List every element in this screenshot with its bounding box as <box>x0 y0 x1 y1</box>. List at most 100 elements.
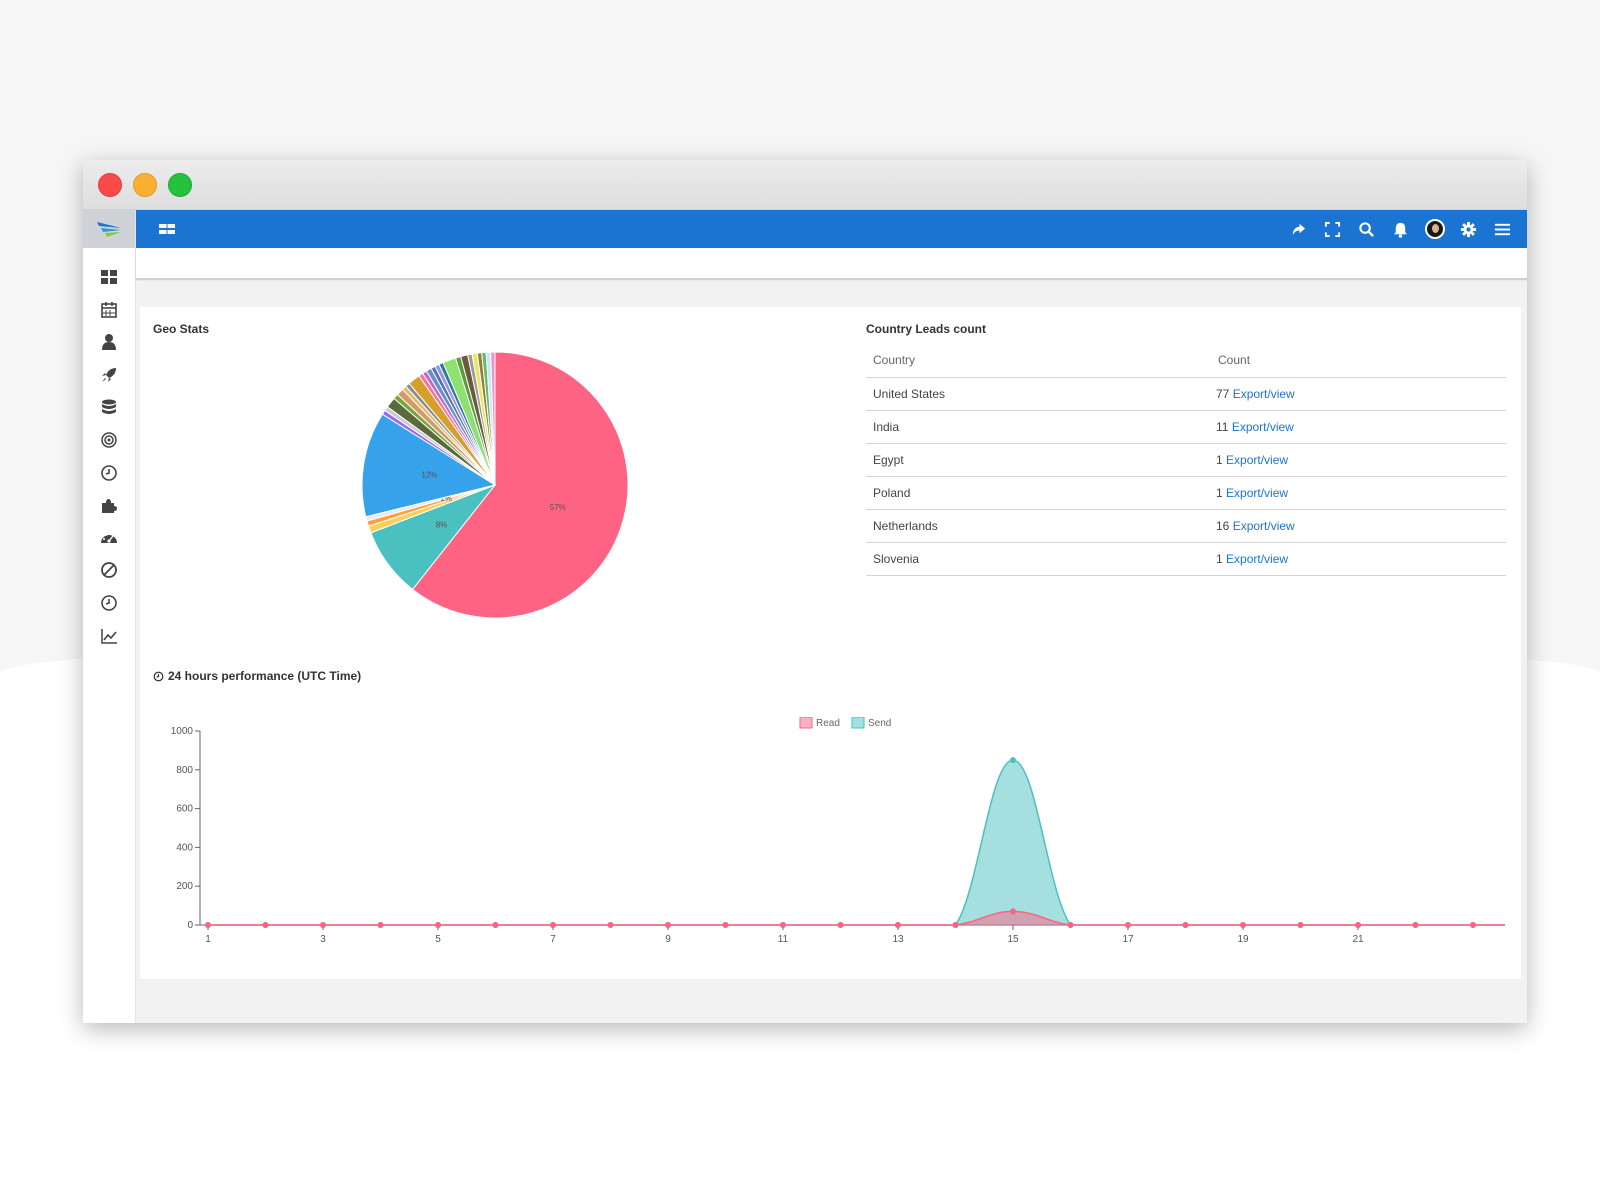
x-tick-label: 15 <box>1007 934 1019 945</box>
y-tick-label: 400 <box>176 842 193 853</box>
data-point-send[interactable] <box>1010 757 1016 764</box>
dashboard-icon[interactable] <box>98 266 120 288</box>
country-cell: Slovenia <box>866 542 1211 576</box>
data-point-read[interactable] <box>895 922 901 928</box>
legend-label-send: Send <box>868 718 891 729</box>
country-cell: India <box>866 410 1211 444</box>
data-point-read[interactable] <box>320 922 326 928</box>
rocket-icon[interactable] <box>98 364 120 386</box>
export-view-link[interactable]: Export/view <box>1226 452 1289 467</box>
ban-icon[interactable] <box>98 559 120 581</box>
data-point-read[interactable] <box>1297 922 1304 928</box>
export-view-link[interactable]: Export/view <box>1231 419 1294 434</box>
data-point-read[interactable] <box>722 922 729 928</box>
count-value: 77 <box>1216 386 1230 401</box>
data-point-read[interactable] <box>550 922 556 928</box>
area-fill-read <box>208 911 1505 925</box>
data-point-read[interactable] <box>665 922 671 928</box>
geo-stats-title: Geo Stats <box>153 322 210 336</box>
close-window-button[interactable] <box>98 173 122 197</box>
table-row: Poland 1 Export/view <box>866 476 1506 510</box>
count-value: 16 <box>1216 518 1230 533</box>
maximize-window-button[interactable] <box>168 173 192 197</box>
data-point-read[interactable] <box>952 922 959 928</box>
hamburger-menu-icon[interactable] <box>1492 219 1513 240</box>
data-point-read[interactable] <box>1355 922 1361 928</box>
table-row: Netherlands 16 Export/view <box>866 509 1506 543</box>
puzzle-icon[interactable] <box>98 494 120 516</box>
country-leads-title: Country Leads count <box>866 322 987 336</box>
sub-header-bar <box>136 248 1527 280</box>
x-tick-label: 5 <box>435 934 441 945</box>
data-point-read[interactable] <box>492 922 499 928</box>
data-point-read[interactable] <box>1010 908 1016 915</box>
data-point-read[interactable] <box>837 922 844 928</box>
database-icon[interactable] <box>98 396 120 418</box>
x-tick-label: 19 <box>1237 934 1249 945</box>
count-cell: 1 Export/view <box>1211 443 1506 477</box>
count-value: 1 <box>1216 485 1223 500</box>
sidebar-toggle-icon[interactable] <box>158 221 176 237</box>
pie-slice <box>490 351 496 486</box>
target-icon[interactable] <box>98 429 120 451</box>
fullscreen-icon[interactable] <box>1322 219 1343 240</box>
pie-slice-label: 57% <box>550 503 566 512</box>
x-tick-label: 3 <box>320 934 326 945</box>
data-point-read[interactable] <box>607 922 614 928</box>
y-tick-label: 0 <box>187 920 193 931</box>
sidebar <box>83 210 136 1023</box>
country-cell: United States <box>866 377 1211 411</box>
data-point-read[interactable] <box>205 922 211 928</box>
top-navbar <box>136 210 1527 248</box>
count-value: 11 <box>1216 419 1229 434</box>
gauge-icon[interactable] <box>98 527 120 549</box>
x-tick-label: 11 <box>778 934 789 945</box>
table-row: Egypt 1 Export/view <box>866 443 1506 477</box>
avatar[interactable] <box>1424 219 1445 240</box>
x-tick-label: 7 <box>550 934 556 945</box>
export-view-link[interactable]: Export/view <box>1226 551 1289 566</box>
table-row: India 11 Export/view <box>866 410 1506 444</box>
gear-icon[interactable] <box>1458 219 1479 240</box>
data-point-read[interactable] <box>435 922 441 928</box>
data-point-read[interactable] <box>1412 922 1419 928</box>
column-header-count: Count <box>1211 343 1506 378</box>
export-view-link[interactable]: Export/view <box>1232 386 1295 401</box>
area-line-read <box>207 910 1505 926</box>
country-cell: Poland <box>866 476 1211 510</box>
y-tick-label: 800 <box>176 765 193 776</box>
bell-icon[interactable] <box>1390 219 1411 240</box>
export-view-link[interactable]: Export/view <box>1232 518 1295 533</box>
count-cell: 11 Export/view <box>1211 410 1506 444</box>
calendar-icon[interactable] <box>98 299 120 321</box>
count-cell: 16 Export/view <box>1211 509 1506 543</box>
share-icon[interactable] <box>1288 219 1309 240</box>
performance-title-wrap: 24 hours performance (UTC Time) <box>153 669 361 683</box>
dashboard-panel: Geo Stats 57% 8% 1% 12% Country Leads count… <box>140 307 1521 979</box>
country-cell: Netherlands <box>866 509 1211 543</box>
data-point-read[interactable] <box>377 922 384 928</box>
data-point-read[interactable] <box>1182 922 1189 928</box>
app-logo[interactable] <box>83 210 135 248</box>
search-icon[interactable] <box>1356 219 1377 240</box>
country-leads-table: Country Count United States 77 Export/vi… <box>866 343 1506 576</box>
data-point-read[interactable] <box>1470 922 1476 928</box>
x-tick-label: 21 <box>1352 934 1364 945</box>
data-point-read[interactable] <box>1240 922 1246 928</box>
legend-label-read: Read <box>816 718 840 729</box>
minimize-window-button[interactable] <box>133 173 157 197</box>
legend-swatch-send <box>851 717 865 729</box>
data-point-read[interactable] <box>780 922 786 928</box>
data-point-read[interactable] <box>1125 922 1131 928</box>
x-tick-label: 13 <box>892 934 904 945</box>
table-row: United States 77 Export/view <box>866 377 1506 411</box>
x-tick-label: 1 <box>205 934 211 945</box>
line-chart-icon[interactable] <box>98 625 120 647</box>
clock-icon[interactable] <box>98 462 120 484</box>
data-point-read[interactable] <box>1067 922 1074 928</box>
export-view-link[interactable]: Export/view <box>1226 485 1289 500</box>
data-point-read[interactable] <box>262 922 269 928</box>
user-icon[interactable] <box>98 331 120 353</box>
history-icon[interactable] <box>98 592 120 614</box>
